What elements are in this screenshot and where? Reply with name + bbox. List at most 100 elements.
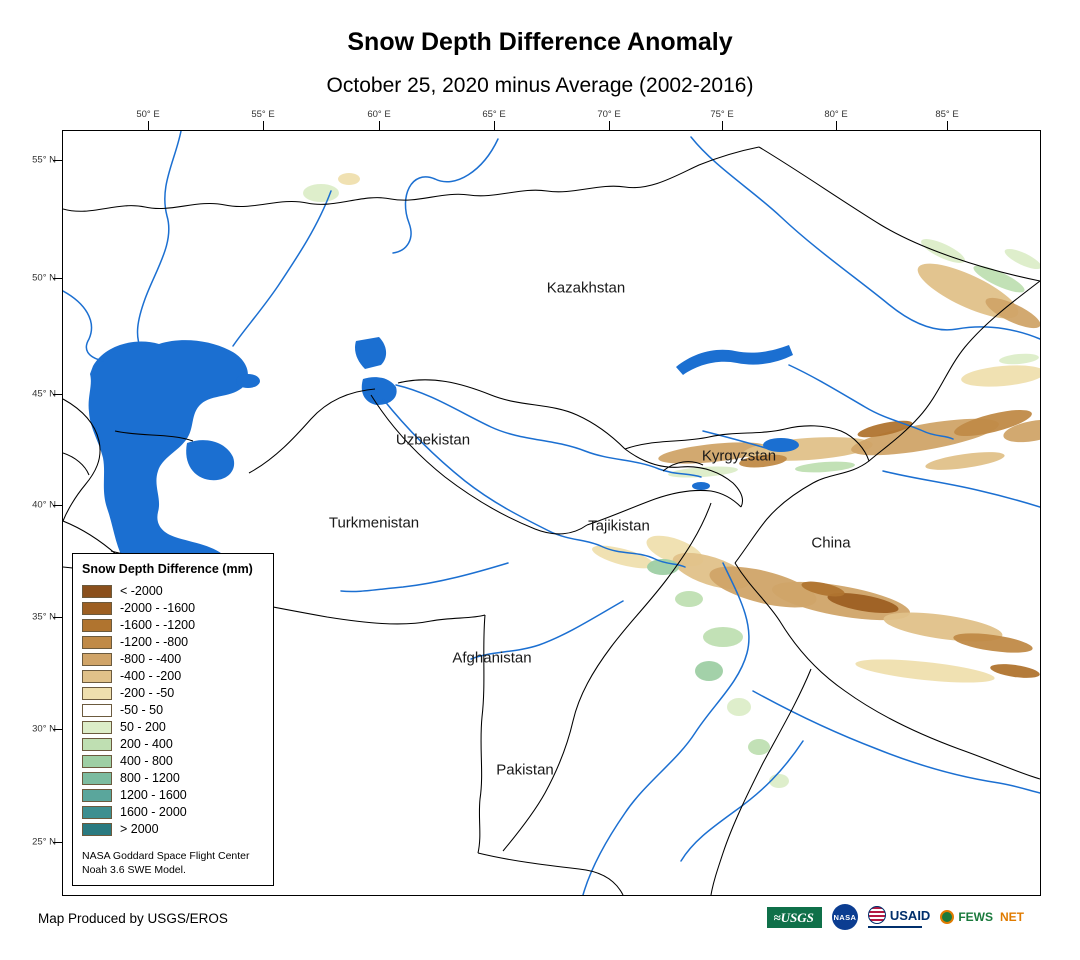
legend-label: -800 - -400 — [120, 652, 182, 667]
legend-label: 50 - 200 — [120, 720, 166, 735]
legend-label: -400 - -200 — [120, 669, 182, 684]
country-border — [734, 562, 1040, 780]
legend-row: 50 - 200 — [82, 719, 264, 736]
legend-label: 200 - 400 — [120, 737, 173, 752]
axis-tick — [722, 121, 723, 130]
aral-sea-south — [361, 377, 397, 405]
river — [382, 398, 686, 568]
legend-swatch — [82, 652, 112, 666]
axis-tick — [947, 121, 948, 130]
legend-row: -1600 - -1200 — [82, 617, 264, 634]
axis-tick — [53, 729, 62, 730]
lake-balkhash — [676, 345, 793, 375]
axis-tick — [148, 121, 149, 130]
country-border — [734, 280, 1040, 564]
river — [392, 138, 499, 254]
legend-row: 400 - 800 — [82, 753, 264, 770]
legend-label: < -2000 — [120, 584, 163, 599]
country-border — [397, 379, 626, 450]
lon-tick-label: 55° E — [251, 109, 275, 120]
usaid-flag-icon — [867, 906, 886, 924]
axis-tick — [379, 121, 380, 130]
aral-sea-north — [355, 337, 387, 369]
lat-tick-label: 25° N — [32, 836, 56, 848]
legend-title: Snow Depth Difference (mm) — [82, 561, 253, 576]
lat-tick-label: 50° N — [32, 272, 56, 284]
river — [395, 384, 702, 478]
lat-tick-label: 30° N — [32, 723, 56, 735]
legend-label: -1200 - -800 — [120, 635, 189, 650]
page-title: Snow Depth Difference Anomaly — [347, 28, 733, 56]
legend-label: -50 - 50 — [120, 703, 164, 718]
legend-swatch — [82, 703, 112, 717]
axis-tick — [53, 278, 62, 279]
country-label-afghanistan: Afghanistan — [452, 649, 532, 667]
lon-tick-label: 65° E — [482, 109, 506, 120]
legend-row: -200 - -50 — [82, 685, 264, 702]
lon-tick-label: 75° E — [710, 109, 734, 120]
globe-icon — [940, 910, 955, 924]
legend-label: 400 - 800 — [120, 754, 173, 769]
country-label-kazakhstan: Kazakhstan — [546, 279, 626, 297]
map-credit: Map Produced by USGS/EROS — [38, 911, 228, 926]
legend-row: < -2000 — [82, 583, 264, 600]
legend-row: 1600 - 2000 — [82, 804, 264, 821]
legend: Snow Depth Difference (mm) < -2000 -2000… — [72, 552, 274, 886]
legend-swatch — [82, 822, 112, 836]
legend-label: -2000 - -1600 — [120, 601, 196, 616]
legend-swatch — [82, 618, 112, 632]
lon-tick-label: 50° E — [136, 109, 160, 120]
axis-tick — [53, 160, 62, 161]
country-label-kyrgyzstan: Kyrgyzstan — [701, 447, 777, 465]
country-label-tajikistan: Tajikistan — [588, 517, 650, 535]
small-reservoir — [692, 482, 710, 490]
usgs-wave-icon: ≈ — [773, 909, 781, 925]
lat-tick-label: 40° N — [32, 499, 56, 511]
country-border — [624, 425, 870, 462]
legend-rows: < -2000 -2000 - -1600 -1600 - -1200 -120… — [82, 583, 264, 838]
small-lake — [236, 374, 260, 388]
legend-swatch — [82, 737, 112, 751]
country-border — [710, 668, 812, 895]
country-border — [63, 398, 101, 522]
axis-tick — [494, 121, 495, 130]
legend-swatch — [82, 601, 112, 615]
usaid-logo: USAID — [867, 906, 930, 928]
footer-logos: ≈USGS NASA USAID FEWS NET — [767, 902, 1024, 932]
river — [340, 562, 509, 593]
lon-tick-label: 80° E — [824, 109, 848, 120]
country-border — [758, 146, 1040, 282]
lake-issyk-kul — [763, 438, 799, 452]
legend-note-line: NASA Goddard Space Flight Center — [82, 849, 250, 862]
river — [752, 690, 1040, 794]
page-subtitle: October 25, 2020 minus Average (2002-201… — [326, 74, 754, 97]
kara-bogaz-gol — [186, 440, 235, 481]
river — [882, 470, 1040, 508]
map-frame: Kazakhstan Uzbekistan Kyrgyzstan Turkmen… — [62, 130, 1041, 896]
axis-tick — [53, 394, 62, 395]
lon-tick-label: 60° E — [367, 109, 391, 120]
legend-note-line: Noah 3.6 SWE Model. — [82, 864, 186, 877]
country-border — [63, 452, 90, 476]
legend-label: 1600 - 2000 — [120, 805, 187, 820]
country-label-pakistan: Pakistan — [496, 761, 554, 779]
legend-label: -200 - -50 — [120, 686, 175, 701]
country-border — [586, 489, 742, 526]
lat-tick-label: 45° N — [32, 388, 56, 400]
river — [470, 600, 624, 660]
river-layer — [63, 131, 1040, 895]
legend-row: 800 - 1200 — [82, 770, 264, 787]
legend-swatch — [82, 669, 112, 683]
legend-row: -800 - -400 — [82, 651, 264, 668]
legend-label: 800 - 1200 — [120, 771, 180, 786]
lon-tick-label: 85° E — [935, 109, 959, 120]
axis-tick — [53, 842, 62, 843]
fewsnet-logo: FEWS NET — [940, 910, 1024, 924]
legend-row: -50 - 50 — [82, 702, 264, 719]
legend-row: > 2000 — [82, 821, 264, 838]
legend-swatch — [82, 720, 112, 734]
map-canvas — [63, 131, 1040, 895]
legend-row: -2000 - -1600 — [82, 600, 264, 617]
legend-swatch — [82, 584, 112, 598]
usaid-tagline-bar — [867, 926, 922, 928]
